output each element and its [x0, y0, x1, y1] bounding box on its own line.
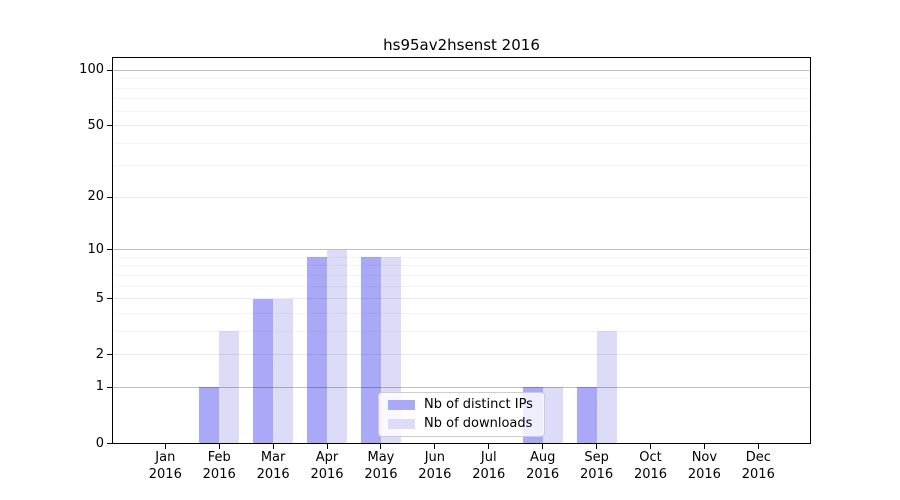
legend-label-distinct-ips: Nb of distinct IPs: [424, 397, 533, 413]
x-tick-mark-apr: [326, 444, 328, 449]
x-tick-label-mar: Mar 2016: [256, 450, 290, 482]
x-tick-mark-jul: [488, 444, 490, 449]
legend-label-downloads: Nb of downloads: [424, 415, 533, 431]
y-tick-label-2: 2: [95, 346, 104, 362]
x-tick-mark-sep: [596, 444, 598, 449]
y-tick-label-1: 1: [95, 379, 104, 395]
x-tick-label-nov: Nov 2016: [687, 450, 721, 482]
legend-swatch-downloads: [388, 418, 415, 429]
x-tick-mark-mar: [272, 444, 274, 449]
x-tick-mark-may: [380, 444, 382, 449]
x-tick-label-sep: Sep 2016: [580, 450, 614, 482]
y-tick-label-5: 5: [95, 290, 104, 306]
y-tick-label-100: 100: [79, 62, 104, 78]
legend-swatch-distinct-ips: [388, 400, 415, 411]
x-tick-label-oct: Oct 2016: [633, 450, 668, 482]
x-tick-label-apr: Apr 2016: [310, 450, 344, 482]
y-tick-label-10: 10: [87, 241, 104, 257]
x-tick-label-dec: Dec 2016: [741, 450, 775, 482]
x-tick-label-jun: Jun 2016: [418, 450, 452, 482]
y-tick-label-0: 0: [95, 435, 104, 451]
x-tick-label-may: May 2016: [364, 450, 398, 482]
plot-frame: [112, 57, 811, 444]
x-tick-mark-feb: [218, 444, 220, 449]
x-tick-mark-aug: [542, 444, 544, 449]
x-tick-label-jul: Jul 2016: [472, 450, 506, 482]
x-tick-label-feb: Feb 2016: [202, 450, 236, 482]
x-tick-label-aug: Aug 2016: [526, 450, 560, 482]
x-tick-label-jan: Jan 2016: [148, 450, 182, 482]
legend-item-downloads: Nb of downloads: [388, 416, 535, 432]
legend: Nb of distinct IPs Nb of downloads: [378, 392, 545, 437]
y-tick-label-50: 50: [87, 117, 104, 133]
legend-item-distinct-ips: Nb of distinct IPs: [388, 397, 535, 413]
x-tick-mark-dec: [757, 444, 759, 449]
x-tick-mark-nov: [703, 444, 705, 449]
chart-title: hs95av2hsenst 2016: [383, 36, 540, 54]
y-tick-label-20: 20: [87, 189, 104, 205]
x-tick-mark-jun: [434, 444, 436, 449]
x-tick-mark-oct: [649, 444, 651, 449]
x-tick-mark-jan: [164, 444, 166, 449]
